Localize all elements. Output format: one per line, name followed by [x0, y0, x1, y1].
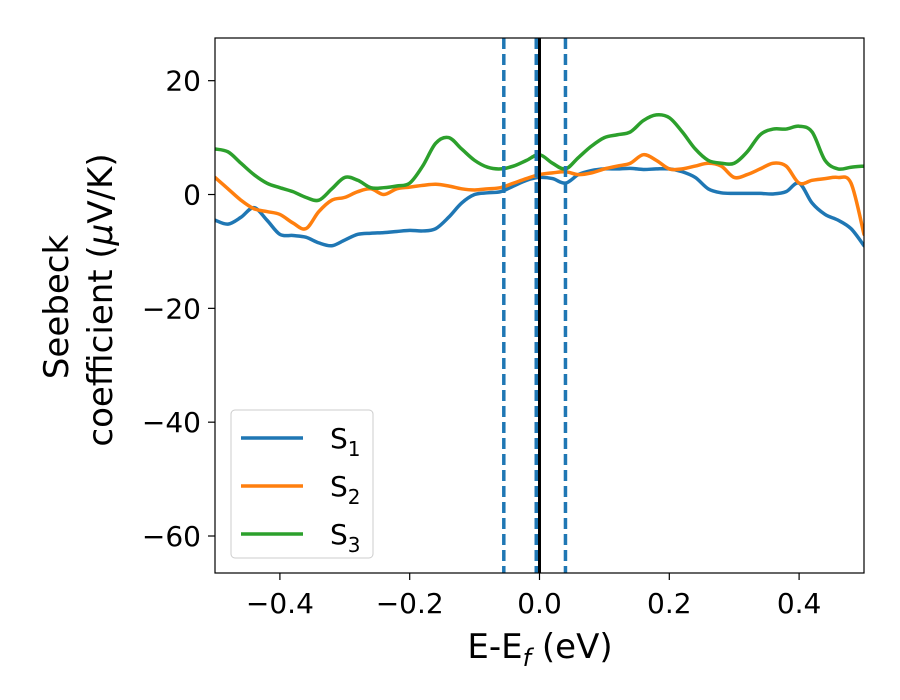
x-tick-label: 0.2: [647, 587, 692, 620]
legend-box: [230, 409, 374, 559]
x-axis-label: E-Ef (eV): [467, 627, 612, 672]
y-tick-label: −60: [142, 520, 201, 553]
x-ticks: −0.4 −0.2 0.0 0.2 0.4: [246, 573, 821, 620]
legend-label-S3: S3: [330, 518, 361, 557]
x-tick-label: −0.4: [246, 587, 314, 620]
y-axis-label-line2: coefficient (μV/K): [81, 153, 121, 446]
legend-label-S2: S2: [330, 470, 361, 509]
x-tick-label: 0.0: [517, 587, 562, 620]
legend: S1 S2 S3: [230, 409, 374, 559]
vertical-lines-layer: [502, 38, 568, 573]
x-tick-label: −0.2: [376, 587, 444, 620]
y-ticks: 20 0 −20 −40 −60: [142, 65, 215, 553]
y-axis-label-line1: Seebeck: [37, 235, 77, 380]
legend-label-S1: S1: [330, 422, 361, 461]
x-tick-label: 0.4: [777, 587, 822, 620]
y-tick-label: 20: [165, 65, 201, 98]
y-tick-label: 0: [183, 179, 201, 212]
y-tick-label: −40: [142, 406, 201, 439]
y-tick-label: −20: [142, 292, 201, 325]
